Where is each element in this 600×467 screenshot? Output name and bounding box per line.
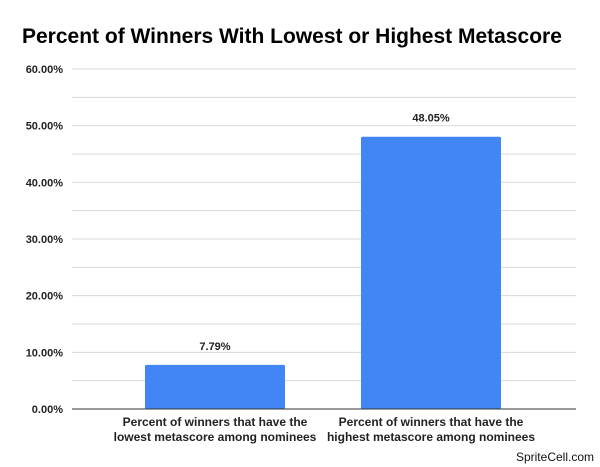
x-category-label: Percent of winners that have the (123, 415, 308, 429)
y-tick-label: 50.00% (26, 121, 64, 133)
y-tick-label: 10.00% (26, 347, 64, 359)
x-category-label: lowest metascore among nominees (114, 430, 317, 444)
x-category-label: Percent of winners that have the (339, 415, 524, 429)
data-label: 48.05% (412, 113, 450, 125)
y-tick-label: 20.00% (26, 291, 64, 303)
y-tick-label: 30.00% (26, 234, 64, 246)
data-labels: 7.79% 48.05% (199, 113, 449, 353)
y-tick-label: 40.00% (26, 177, 64, 189)
watermark-text: SpriteCell.com (516, 450, 594, 464)
chart-title: Percent of Winners With Lowest or Highes… (22, 25, 562, 48)
gridlines (72, 68, 576, 382)
x-category-label: highest metascore among nominees (327, 430, 535, 444)
data-label: 7.79% (199, 341, 230, 353)
bar (361, 136, 501, 409)
bars (145, 136, 501, 409)
y-tick-label: 60.00% (26, 64, 64, 76)
y-tick-label: 0.00% (32, 404, 63, 416)
y-axis-ticks: 0.00% 10.00% 20.00% 30.00% 40.00% 50.00% 60.00… (26, 64, 64, 416)
bar (145, 364, 285, 409)
